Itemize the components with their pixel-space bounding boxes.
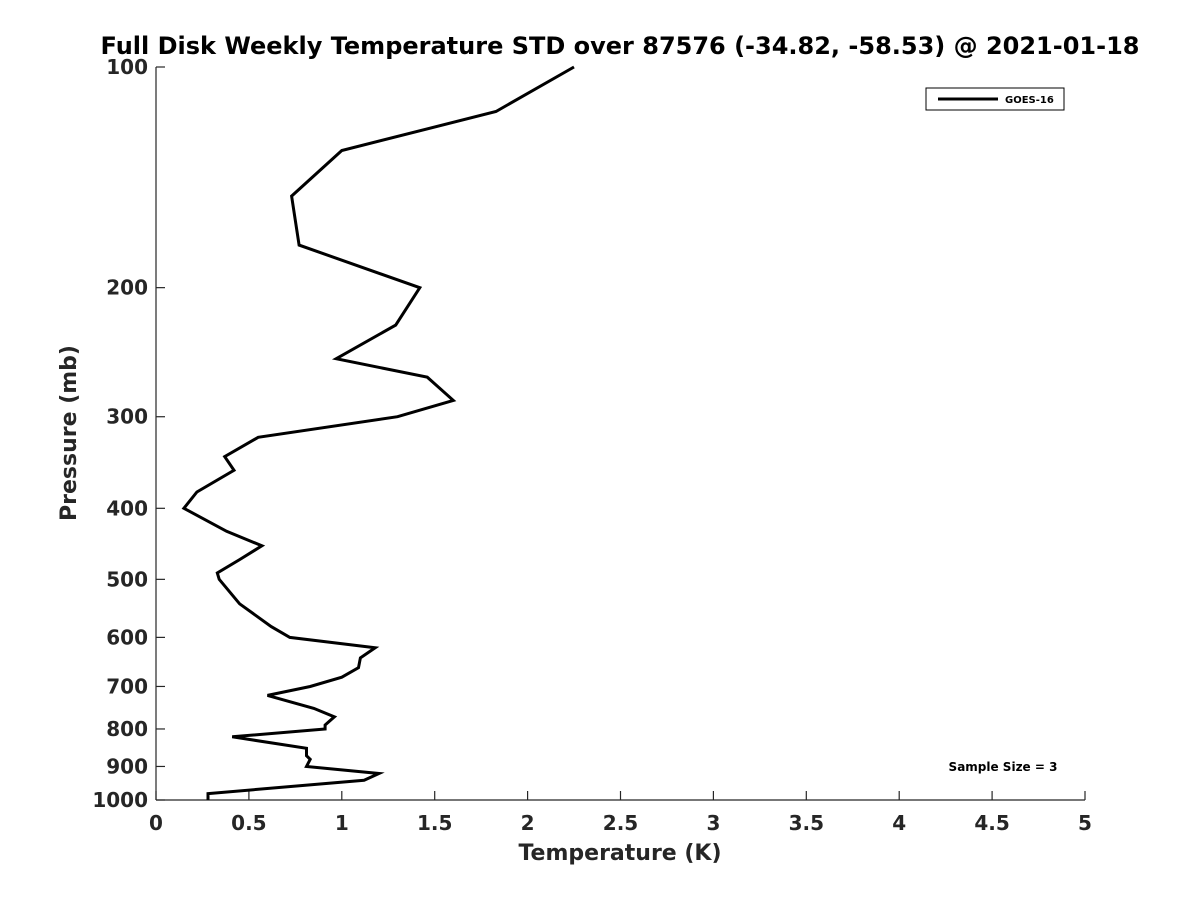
x-tick-label: 1 <box>335 811 349 835</box>
y-tick-label: 1000 <box>92 788 148 812</box>
x-tick-label: 3.5 <box>789 811 824 835</box>
y-axis-label: Pressure (mb) <box>57 345 82 521</box>
x-tick-label: 1.5 <box>417 811 452 835</box>
x-tick-label: 0.5 <box>231 811 266 835</box>
y-tick-label: 100 <box>106 55 148 79</box>
y-tick-label: 200 <box>106 276 148 300</box>
y-tick-label: 600 <box>106 625 148 649</box>
x-tick-label: 2 <box>521 811 535 835</box>
x-tick-label: 3 <box>706 811 720 835</box>
y-tick-label: 900 <box>106 754 148 778</box>
series-line-goes-16 <box>181 65 575 800</box>
sample-size-annotation: Sample Size = 3 <box>949 760 1058 774</box>
x-tick-label: 4 <box>892 811 906 835</box>
x-tick-label: 0 <box>149 811 163 835</box>
y-tick-label: 800 <box>106 717 148 741</box>
y-axis-ticks: 100 200 300 400 500 600 700 800 900 1000 <box>92 55 165 812</box>
x-axis-ticks: 0 0.5 1 1.5 2 2.5 3 3.5 4 4.5 5 <box>149 791 1092 835</box>
x-tick-label: 5 <box>1078 811 1092 835</box>
x-axis-label: Temperature (K) <box>518 841 721 866</box>
series-lines <box>181 65 575 800</box>
x-tick-label: 2.5 <box>603 811 638 835</box>
y-tick-label: 700 <box>106 674 148 698</box>
y-tick-label: 400 <box>106 496 148 520</box>
chart-title: Full Disk Weekly Temperature STD over 87… <box>101 32 1140 60</box>
y-tick-label: 300 <box>106 405 148 429</box>
y-tick-label: 500 <box>106 567 148 591</box>
legend: GOES-16 <box>925 87 1065 111</box>
legend-label-goes-16: GOES-16 <box>1005 95 1054 106</box>
x-tick-label: 4.5 <box>974 811 1009 835</box>
